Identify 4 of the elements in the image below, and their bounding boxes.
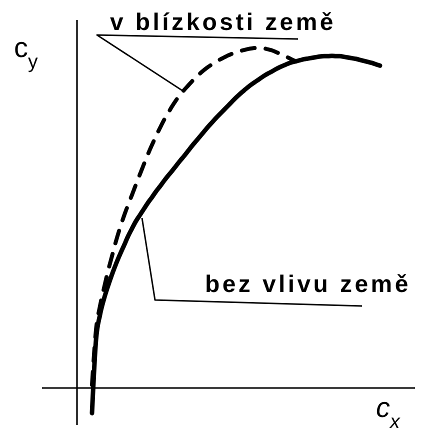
text: v blízkosti země: [110, 9, 336, 36]
annotation: bez vlivu země: [205, 271, 411, 298]
y-axis-title: c$_{y}$: [14, 32, 38, 73]
x-axis-title: c$_{x}$: [376, 392, 401, 433]
